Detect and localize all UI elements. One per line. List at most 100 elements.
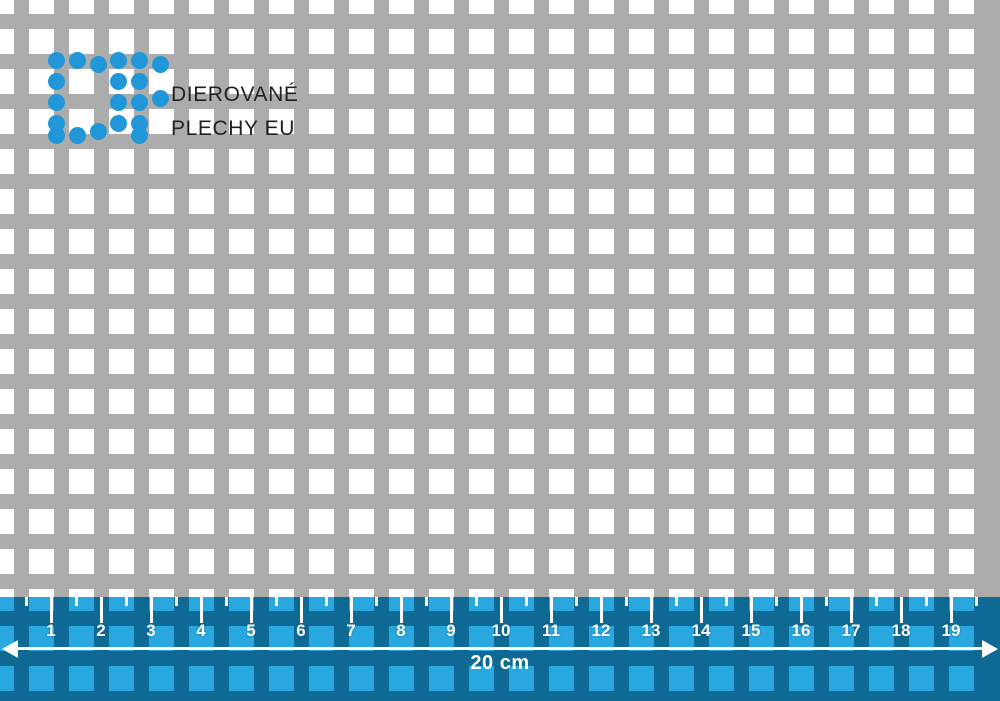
perforation-hole xyxy=(469,269,520,320)
perforation-hole xyxy=(29,509,80,560)
perforation-hole xyxy=(589,509,640,560)
perforation-hole xyxy=(629,149,680,200)
perforation-hole xyxy=(349,469,400,520)
perforation-hole xyxy=(69,229,120,280)
perforation-hole xyxy=(869,429,920,480)
perforation-hole xyxy=(309,349,360,400)
perforation-hole xyxy=(189,349,240,400)
perforation-hole xyxy=(949,549,1000,600)
perforation-hole xyxy=(69,309,120,360)
perforation-hole xyxy=(909,149,960,200)
perforation-hole xyxy=(0,149,40,200)
perforation-hole xyxy=(789,69,840,120)
perforation-hole xyxy=(709,29,760,80)
perforation-hole xyxy=(269,0,320,40)
perforation-hole xyxy=(669,29,720,80)
ruler-minor-tick xyxy=(775,597,778,606)
perforation-hole xyxy=(0,429,40,480)
perforation-hole xyxy=(589,269,640,320)
perforation-hole xyxy=(69,349,120,400)
perforation-hole xyxy=(629,429,680,480)
perforation-hole xyxy=(549,509,600,560)
perforation-hole xyxy=(509,349,560,400)
logo-dot xyxy=(110,52,127,69)
perforation-hole xyxy=(789,349,840,400)
perforation-hole xyxy=(429,229,480,280)
perforation-hole xyxy=(229,549,280,600)
perforation-hole xyxy=(509,69,560,120)
perforation-hole xyxy=(469,109,520,160)
perforation-hole xyxy=(909,349,960,400)
perforation-hole xyxy=(349,509,400,560)
perforation-hole xyxy=(429,549,480,600)
perforation-hole xyxy=(709,509,760,560)
perforation-hole xyxy=(949,189,1000,240)
perforation-hole xyxy=(109,0,160,40)
perforation-hole xyxy=(29,149,80,200)
perforation-hole xyxy=(0,69,40,120)
perforation-hole xyxy=(909,189,960,240)
perforation-hole xyxy=(469,149,520,200)
logo-dot xyxy=(152,90,169,107)
ruler-major-tick xyxy=(500,597,503,623)
perforation-hole xyxy=(669,69,720,120)
perforation-hole xyxy=(869,149,920,200)
perforation-hole xyxy=(829,229,880,280)
ruler-tick-label: 2 xyxy=(96,621,106,640)
perforation-hole xyxy=(709,309,760,360)
perforation-hole xyxy=(189,269,240,320)
perforation-hole xyxy=(189,0,240,40)
perforation-hole xyxy=(949,0,1000,40)
perforation-hole xyxy=(669,429,720,480)
perforation-hole xyxy=(389,229,440,280)
perforation-hole xyxy=(269,349,320,400)
perforation-hole xyxy=(429,29,480,80)
perforation-hole xyxy=(669,509,720,560)
perforation-hole xyxy=(0,29,40,80)
perforation-hole xyxy=(549,189,600,240)
perforation-hole xyxy=(149,269,200,320)
perforation-hole xyxy=(789,509,840,560)
logo-dot xyxy=(90,123,107,140)
perforation-hole xyxy=(549,469,600,520)
perforation-hole xyxy=(109,349,160,400)
perforation-hole xyxy=(709,389,760,440)
perforation-hole xyxy=(629,389,680,440)
perforation-hole xyxy=(669,109,720,160)
perforation-hole xyxy=(829,549,880,600)
ruler-minor-tick xyxy=(175,597,178,606)
perforation-hole xyxy=(709,229,760,280)
perforation-hole xyxy=(429,269,480,320)
perforation-hole xyxy=(949,309,1000,360)
perforation-hole xyxy=(949,429,1000,480)
perforation-hole xyxy=(349,349,400,400)
perforation-hole xyxy=(149,469,200,520)
perforation-hole xyxy=(0,0,40,40)
perforation-hole xyxy=(0,189,40,240)
perforation-hole xyxy=(349,309,400,360)
perforation-hole xyxy=(389,69,440,120)
perforation-hole xyxy=(0,229,40,280)
perforation-hole xyxy=(109,509,160,560)
perforation-hole xyxy=(629,229,680,280)
perforation-hole xyxy=(149,389,200,440)
logo-dot xyxy=(48,52,65,69)
perforation-hole xyxy=(0,349,40,400)
perforation-hole xyxy=(389,509,440,560)
ruler-tick-label: 10 xyxy=(491,621,511,640)
perforation-hole xyxy=(469,0,520,40)
perforation-hole xyxy=(909,229,960,280)
perforation-hole xyxy=(469,509,520,560)
perforation-hole xyxy=(189,549,240,600)
perforation-hole xyxy=(469,469,520,520)
perforation-hole xyxy=(709,469,760,520)
brand-logo-line1: DIEROVANÉ xyxy=(171,83,299,106)
perforation-hole xyxy=(589,469,640,520)
perforation-hole xyxy=(749,469,800,520)
perforation-hole xyxy=(669,549,720,600)
perforation-hole xyxy=(549,29,600,80)
perforation-hole xyxy=(469,69,520,120)
perforation-hole xyxy=(909,429,960,480)
perforation-hole xyxy=(789,189,840,240)
perforation-hole xyxy=(389,389,440,440)
